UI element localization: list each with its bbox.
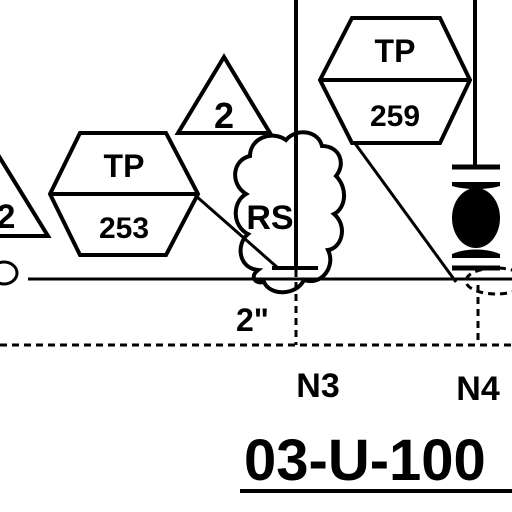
pipe-size-label: 2" [236,302,269,338]
revision-triangle-left-label: 2 [0,198,15,236]
revision-triangle-icon: 2 [0,154,52,238]
tag-tp-253-prefix: TP [104,148,145,184]
node-label-n3: N3 [296,367,339,405]
line-number: 03-U-100 [240,428,512,493]
leader-line-tp253 [195,194,279,270]
node-label-n4: N4 [456,370,500,408]
tag-tp-259-prefix: TP [375,33,416,69]
revision-triangle-center-label: 2 [214,95,234,136]
cloud-label: RS [246,199,293,237]
line-number-text: 03-U-100 [244,428,486,493]
instrument-tag-hexagon-icon: TP 259 [317,16,473,145]
valve-symbol-icon [452,164,512,296]
revision-cloud-icon: RS [233,130,346,295]
line-end-circle [0,260,19,286]
process-line [0,260,512,286]
tag-tp-253-number: 253 [99,212,149,245]
revision-triangle-icon: 2 [174,53,274,136]
tag-tp-259-number: 259 [370,100,420,133]
instrument-tag-hexagon-icon: TP 253 [47,131,201,257]
leader-line-tp259 [352,141,458,283]
